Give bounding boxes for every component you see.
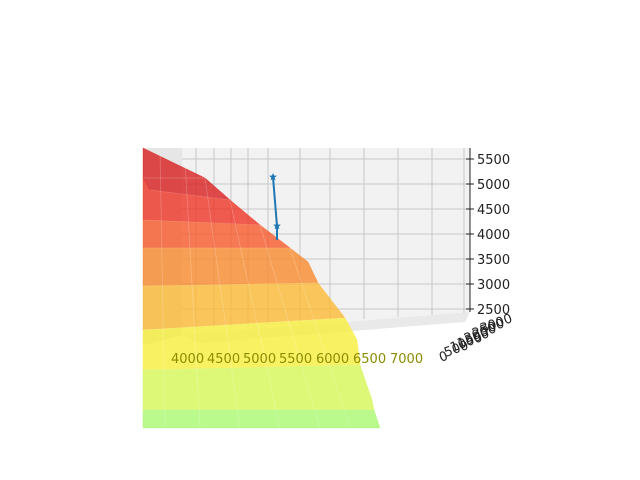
surface-mesh-line (204, 177, 241, 429)
surface-mesh-line (229, 199, 281, 429)
surface-mesh-line (142, 364, 361, 371)
x-tick-label: 7000 (390, 352, 423, 367)
surface-mesh-line (259, 224, 321, 429)
data-path (269, 173, 281, 240)
surface-mesh-line (289, 247, 351, 429)
surface-band (142, 317, 361, 371)
z-tick-label: 3000 (477, 278, 510, 293)
surface-mesh-line (159, 149, 166, 429)
surface-band (142, 282, 346, 331)
path-star-marker (273, 222, 281, 230)
surface-band (142, 176, 261, 226)
surface-mesh-line (149, 189, 231, 201)
x-tick-label: 4000 (171, 352, 204, 367)
surface-3d (142, 147, 381, 429)
x-tick-label: 6500 (353, 352, 386, 367)
z-tick-label: 2500 (477, 303, 510, 318)
z-axis-ticks: 2500 3000 3500 4000 4500 5000 5500 (466, 153, 510, 318)
z-tick-label: 4000 (477, 228, 510, 243)
surface-mesh-line (142, 219, 261, 226)
x-tick-label: 6000 (316, 352, 349, 367)
surface-band (142, 247, 319, 287)
x-tick-label: 4500 (207, 352, 240, 367)
z-tick-label: 5000 (477, 178, 510, 193)
surface-band (142, 364, 375, 411)
x-tick-label: 5500 (279, 352, 312, 367)
z-tick-label: 5500 (477, 153, 510, 168)
surface-mesh-line (142, 282, 319, 287)
z-tick-label: 3500 (477, 253, 510, 268)
path-star-marker (269, 173, 277, 181)
z-tick-label: 4500 (477, 203, 510, 218)
surface-mesh-line (142, 317, 346, 331)
surface-mesh-line (184, 159, 201, 429)
x-axis-ticks: 4000 4500 5000 5500 6000 6500 7000 (171, 352, 423, 367)
surface-band (142, 409, 381, 429)
x-tick-label: 5000 (243, 352, 276, 367)
